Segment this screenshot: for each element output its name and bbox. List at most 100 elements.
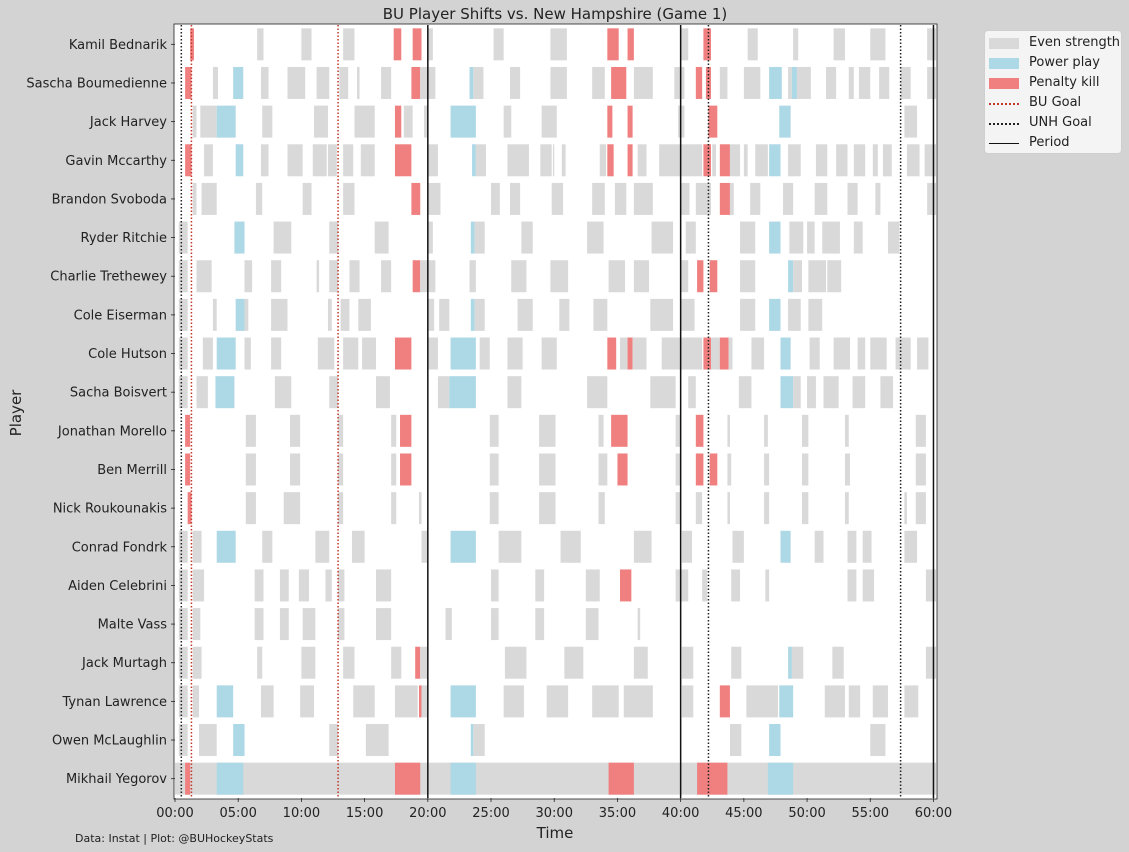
shift-charlie-trethewey-1 (196, 260, 212, 293)
shift-jonathan-morello-11 (695, 414, 704, 447)
shift-tynan-lawrence-12 (592, 685, 619, 718)
shift-gavin-mccarthy-24 (712, 144, 717, 177)
player-label-sascha-boumedienne: Sascha Boumedienne (26, 76, 167, 91)
shift-cole-eiserman-9 (439, 298, 450, 331)
x-tick-label-10: 50:00 (788, 806, 825, 821)
legend-swatch-even (989, 38, 1019, 49)
shift-cole-hutson-6 (343, 337, 359, 370)
shift-cole-hutson-15 (619, 337, 628, 370)
shift-cole-hutson-0 (178, 337, 188, 370)
x-tick-label-7: 35:00 (599, 806, 636, 821)
shift-gavin-mccarthy-12 (475, 144, 486, 177)
shift-ben-merrill-4 (391, 453, 397, 486)
shift-aiden-celebrini-8 (491, 569, 499, 602)
x-tick-label-2: 10:00 (283, 806, 320, 821)
shift-aiden-celebrini-2 (254, 569, 264, 602)
shift-ryder-ritchie-12 (740, 221, 756, 254)
shift-jack-harvey-6 (394, 105, 402, 138)
shift-cole-hutson-17 (632, 337, 647, 370)
shift-tynan-lawrence-17 (779, 685, 794, 718)
shift-charlie-trethewey-6 (349, 260, 360, 293)
shift-aiden-celebrini-15 (731, 569, 741, 602)
shift-sascha-boumedienne-27 (791, 66, 797, 99)
legend-label-period: Period (1029, 135, 1070, 150)
player-label-cole-hutson: Cole Hutson (88, 347, 167, 362)
shift-jack-murtagh-2 (257, 646, 263, 679)
shift-jonathan-morello-3 (338, 414, 344, 447)
shift-aiden-celebrini-18 (862, 569, 875, 602)
player-label-tynan-lawrence: Tynan Lawrence (62, 695, 167, 710)
shift-aiden-celebrini-9 (535, 569, 545, 602)
legend-line-bu-goal (989, 103, 1019, 105)
shift-sacha-boisvert-1 (196, 376, 208, 409)
shift-nick-roukounakis-13 (802, 492, 809, 525)
player-label-brandon-svoboda: Brandon Svoboda (52, 192, 167, 207)
shift-ryder-ritchie-2 (273, 221, 292, 254)
shift-jack-murtagh-15 (832, 646, 844, 679)
x-tick-label-5: 25:00 (472, 806, 509, 821)
shift-owen-mclaughlin-1 (199, 724, 217, 757)
shift-aiden-celebrini-6 (338, 569, 345, 602)
shift-ryder-ritchie-4 (374, 221, 389, 254)
shift-ryder-ritchie-11 (685, 221, 696, 254)
shift-ben-merrill-13 (727, 453, 732, 486)
shift-brandon-svoboda-3 (302, 182, 312, 215)
shift-gavin-mccarthy-9 (394, 144, 412, 177)
shift-sascha-boumedienne-14 (509, 66, 521, 99)
shift-jack-harvey-13 (627, 105, 633, 138)
shift-malte-vass-11 (637, 608, 641, 641)
shift-jack-harvey-0 (192, 105, 197, 138)
shift-gavin-mccarthy-36 (906, 144, 920, 177)
shift-sacha-boisvert-15 (807, 376, 816, 409)
shift-cole-hutson-1 (202, 337, 213, 370)
shift-charlie-trethewey-2 (244, 260, 253, 293)
shift-malte-vass-2 (254, 608, 264, 641)
shift-jonathan-morello-14 (802, 414, 809, 447)
shift-ben-merrill-15 (802, 453, 809, 486)
shift-conrad-fondrk-8 (498, 530, 522, 563)
shift-cole-hutson-18 (661, 337, 681, 370)
shift-brandon-svoboda-10 (592, 182, 605, 215)
shift-conrad-fondrk-15 (847, 530, 857, 563)
shift-owen-mclaughlin-2 (233, 724, 245, 757)
shift-ben-merrill-2 (290, 453, 301, 486)
shift-mikhail-yegorov-2 (394, 762, 421, 795)
shift-jack-murtagh-13 (788, 646, 792, 679)
shift-owen-mclaughlin-6 (473, 724, 485, 757)
shift-ben-merrill-6 (489, 453, 499, 486)
legend-swatch-pk (989, 78, 1019, 89)
shift-gavin-mccarthy-30 (788, 144, 801, 177)
shift-owen-mclaughlin-8 (769, 724, 781, 757)
shift-jack-harvey-11 (541, 105, 557, 138)
shift-sascha-boumedienne-24 (743, 66, 761, 99)
shift-charlie-trethewey-3 (271, 260, 282, 293)
player-label-jonathan-morello: Jonathan Morello (57, 424, 167, 439)
shift-conrad-fondrk-1 (192, 530, 202, 563)
shift-cole-hutson-8 (394, 337, 412, 370)
shift-gavin-mccarthy-27 (743, 144, 748, 177)
shift-gavin-mccarthy-2 (235, 144, 244, 177)
chart-title: BU Player Shifts vs. New Hampshire (Game… (383, 5, 727, 23)
shift-tynan-lawrence-0 (178, 685, 188, 718)
shift-aiden-celebrini-11 (619, 569, 632, 602)
plot-area (173, 23, 938, 800)
shift-cole-hutson-2 (216, 337, 236, 370)
shift-cole-eiserman-5 (327, 298, 332, 331)
shift-aiden-celebrini-16 (765, 569, 770, 602)
player-label-gavin-mccarthy: Gavin Mccarthy (65, 154, 167, 169)
shift-charlie-trethewey-8 (412, 260, 421, 293)
shift-cole-hutson-27 (833, 337, 851, 370)
shift-jonathan-morello-8 (598, 414, 604, 447)
shift-charlie-trethewey-11 (469, 260, 476, 293)
shift-sascha-boumedienne-20 (680, 66, 684, 99)
shift-mikhail-yegorov-4 (608, 762, 634, 795)
shift-brandon-svoboda-7 (491, 182, 500, 215)
shift-ryder-ritchie-17 (853, 221, 863, 254)
shift-tynan-lawrence-13 (623, 685, 653, 718)
shift-conrad-fondrk-13 (780, 530, 791, 563)
shift-gavin-mccarthy-5 (312, 144, 327, 177)
shift-charlie-trethewey-7 (381, 260, 392, 293)
shift-ryder-ritchie-1 (234, 221, 245, 254)
shift-cole-hutson-29 (870, 337, 887, 370)
